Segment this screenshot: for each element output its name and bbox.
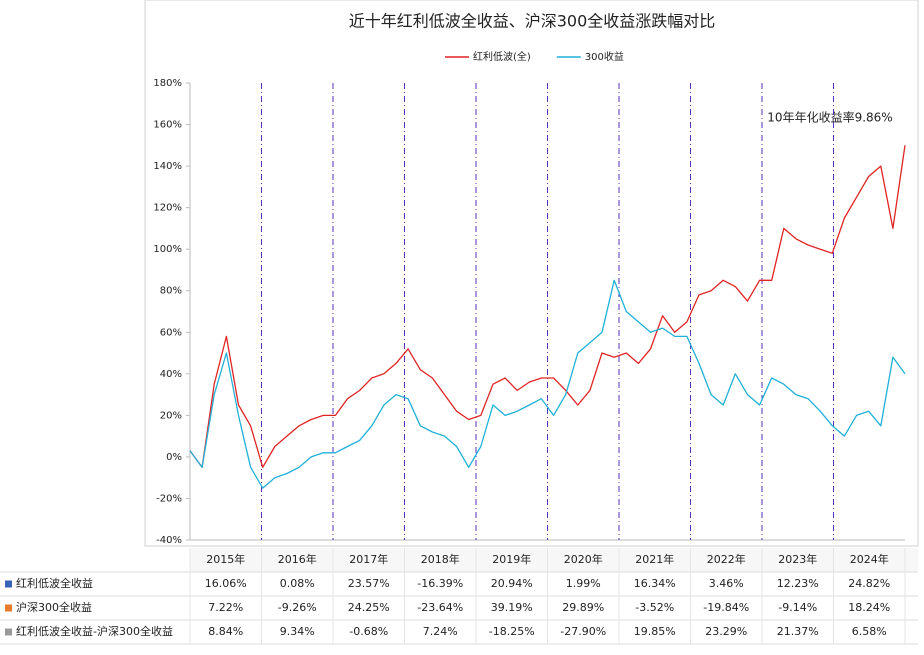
table-cell: -3.52% bbox=[635, 601, 674, 614]
y-tick-label: 60% bbox=[160, 327, 182, 338]
table-header: 2022年 bbox=[707, 552, 746, 566]
row-label: 沪深300全收益 bbox=[16, 600, 92, 614]
chart-title: 近十年红利低波全收益、沪深300全收益涨跌幅对比 bbox=[349, 12, 716, 31]
table-cell: -19.84% bbox=[703, 601, 749, 614]
table-cell: 29.89% bbox=[562, 601, 604, 614]
table-cell: 7.22% bbox=[208, 601, 243, 614]
table-cell: 3.46% bbox=[709, 577, 744, 590]
table-cell: -23.64% bbox=[417, 601, 463, 614]
y-tick-label: 140% bbox=[153, 161, 182, 172]
table-header: 2019年 bbox=[492, 552, 531, 566]
table-cell: 21.37% bbox=[777, 625, 819, 638]
table-cell: -9.14% bbox=[778, 601, 817, 614]
legend-label: 红利低波(全) bbox=[473, 50, 531, 63]
legend-label: 300收益 bbox=[585, 50, 624, 63]
table-cell: 39.19% bbox=[491, 601, 533, 614]
table-cell: -18.25% bbox=[489, 625, 535, 638]
y-tick-label: 40% bbox=[160, 369, 182, 380]
table-header: 2020年 bbox=[564, 552, 603, 566]
table-header: 2017年 bbox=[349, 552, 388, 566]
y-tick-label: 160% bbox=[153, 120, 182, 131]
row-swatch bbox=[5, 604, 12, 612]
series-line bbox=[189, 279, 906, 489]
row-swatch bbox=[5, 580, 12, 588]
table-cell: 16.06% bbox=[205, 577, 247, 590]
y-tick-label: -40% bbox=[156, 535, 182, 546]
table-cell: 20.94% bbox=[491, 577, 533, 590]
table-header: 2016年 bbox=[278, 552, 317, 566]
y-tick-label: 100% bbox=[153, 244, 182, 255]
table-cell: 12.23% bbox=[777, 577, 819, 590]
table-cell: 23.29% bbox=[705, 625, 747, 638]
table-header: 2023年 bbox=[778, 552, 817, 566]
annotation: 10年年化收益率9.86% bbox=[767, 110, 892, 125]
table-cell: 24.25% bbox=[348, 601, 390, 614]
table-cell: 0.08% bbox=[280, 577, 315, 590]
table-cell: -16.39% bbox=[417, 577, 463, 590]
table-header: 2018年 bbox=[421, 552, 460, 566]
table-cell: -9.26% bbox=[278, 601, 317, 614]
table-header: 2015年 bbox=[206, 552, 245, 566]
row-swatch bbox=[5, 628, 12, 636]
table-cell: 9.34% bbox=[280, 625, 315, 638]
table-cell: 7.24% bbox=[423, 625, 458, 638]
chart-frame bbox=[144, 0, 919, 547]
table-cell: 1.99% bbox=[566, 577, 601, 590]
table-cell: 8.84% bbox=[208, 625, 243, 638]
table-cell: 16.34% bbox=[634, 577, 676, 590]
table-cell: 23.57% bbox=[348, 577, 390, 590]
y-tick-label: 80% bbox=[160, 286, 182, 297]
table-header: 2024年 bbox=[850, 552, 889, 566]
y-tick-label: 0% bbox=[166, 452, 182, 463]
y-tick-label: 120% bbox=[153, 203, 182, 214]
table-cell: 24.82% bbox=[848, 577, 890, 590]
table-cell: 18.24% bbox=[848, 601, 890, 614]
table-cell: 6.58% bbox=[852, 625, 887, 638]
table-cell: -27.90% bbox=[560, 625, 606, 638]
y-tick-label: 20% bbox=[160, 410, 182, 421]
table-header-bg bbox=[190, 548, 918, 572]
table-cell: -0.68% bbox=[349, 625, 388, 638]
series-line bbox=[189, 145, 906, 468]
y-tick-label: -20% bbox=[156, 493, 182, 504]
table-cell: 19.85% bbox=[634, 625, 676, 638]
row-label: 红利低波全收益-沪深300全收益 bbox=[16, 624, 173, 638]
row-label: 红利低波全收益 bbox=[16, 576, 93, 590]
table-header: 2021年 bbox=[635, 552, 674, 566]
y-tick-label: 180% bbox=[153, 78, 182, 89]
